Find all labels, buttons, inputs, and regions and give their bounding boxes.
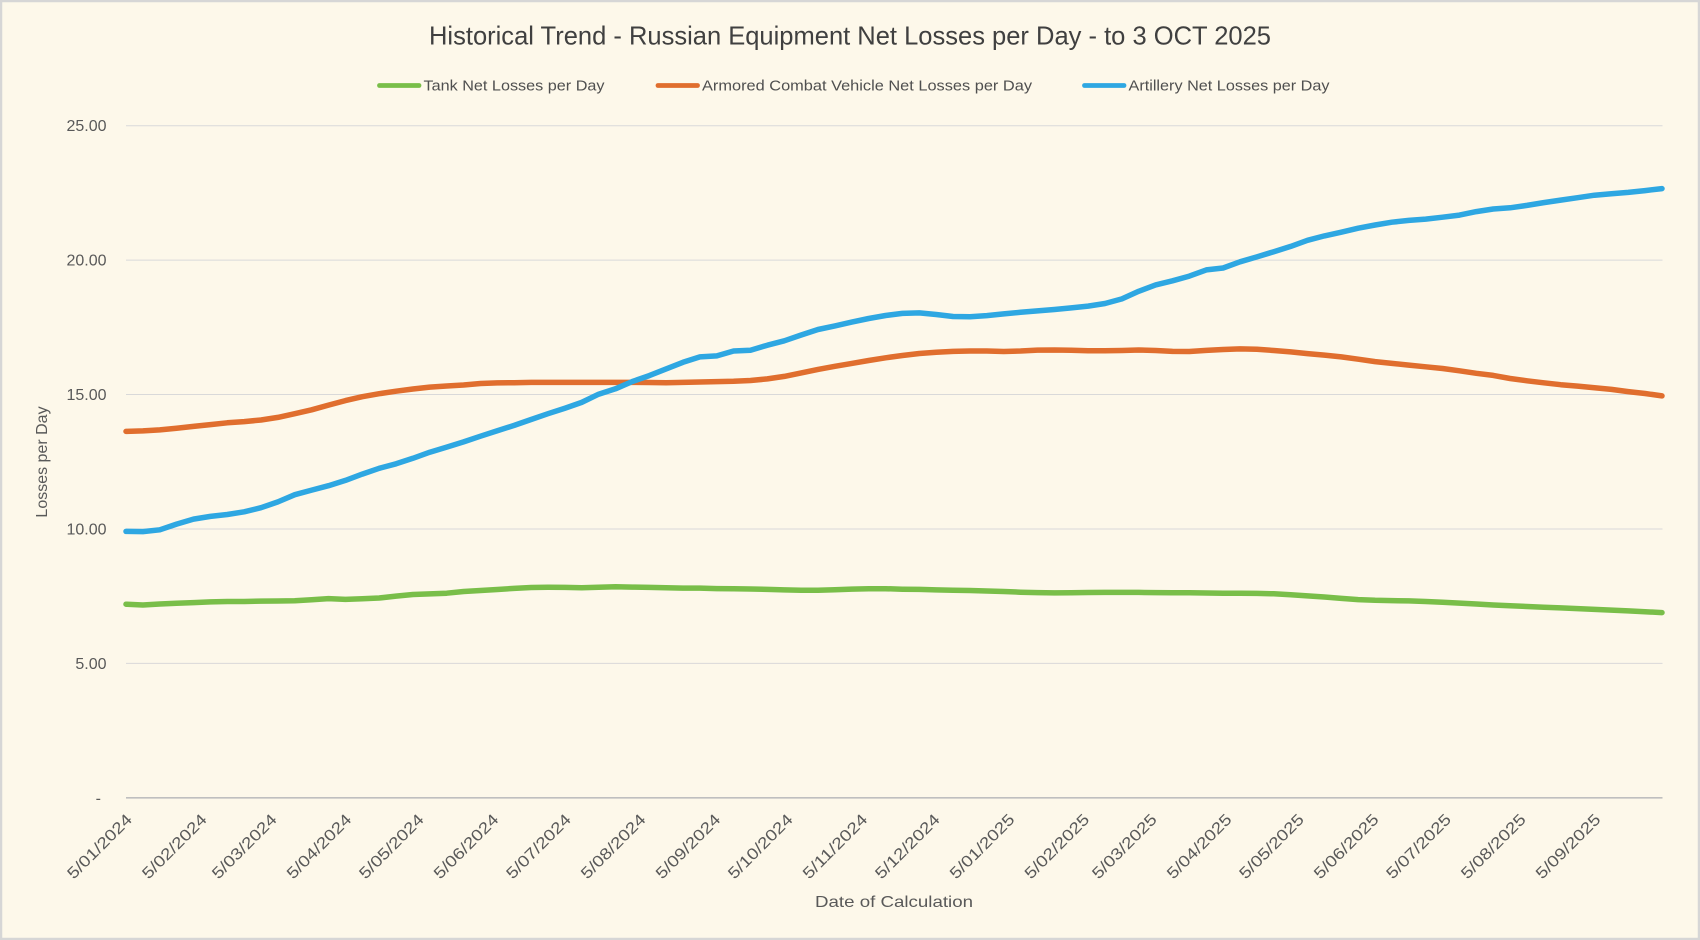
svg-text:-: -	[96, 790, 101, 807]
svg-text:Losses per Day: Losses per Day	[34, 406, 51, 517]
svg-text:Date of Calculation: Date of Calculation	[815, 894, 973, 911]
svg-text:25.00: 25.00	[66, 118, 106, 135]
svg-text:Artillery Net Losses per Day: Artillery Net Losses per Day	[1129, 78, 1331, 95]
svg-text:15.00: 15.00	[66, 387, 106, 404]
svg-text:Armored Combat Vehicle Net Los: Armored Combat Vehicle Net Losses per Da…	[702, 78, 1033, 95]
svg-text:Historical Trend - Russian Equ: Historical Trend - Russian Equipment Net…	[429, 21, 1271, 51]
svg-text:Tank Net Losses per Day: Tank Net Losses per Day	[424, 78, 606, 95]
svg-text:5.00: 5.00	[75, 656, 106, 673]
svg-text:10.00: 10.00	[66, 522, 106, 539]
svg-text:20.00: 20.00	[66, 253, 106, 270]
